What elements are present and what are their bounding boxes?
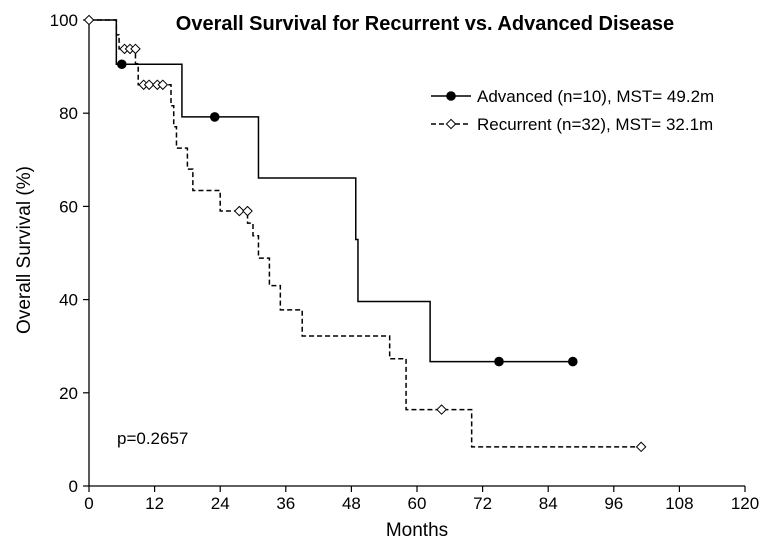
censor-marker <box>635 441 647 453</box>
censor-marker <box>242 205 253 217</box>
series-advanced <box>89 19 578 367</box>
censor-marker <box>445 118 457 130</box>
censor-marker <box>130 43 141 55</box>
x-tick-label: 84 <box>539 494 558 513</box>
series-line <box>89 19 573 363</box>
censor-marker <box>494 356 504 367</box>
y-tick-label: 100 <box>50 11 78 30</box>
x-tick-label: 120 <box>731 494 759 513</box>
legend-label: Recurrent (n=32), MST= 32.1m <box>477 115 713 134</box>
censor-marker <box>568 356 578 367</box>
x-axis-label: Months <box>386 520 448 541</box>
y-tick-label: 40 <box>59 291 78 310</box>
p-value-annotation: p=0.2657 <box>117 429 188 448</box>
y-axis-label: Overall Survival (%) <box>14 166 35 334</box>
censor-marker <box>209 112 220 122</box>
censor-marker <box>157 79 169 91</box>
x-tick-label: 96 <box>604 494 623 513</box>
chart-title: Overall Survival for Recurrent vs. Advan… <box>176 13 674 35</box>
y-tick-label: 20 <box>59 384 78 403</box>
x-tick-label: 108 <box>665 494 693 513</box>
axes: 0 12 24 36 48 60 72 84 96 108 120 0 20 40 60 80 100 <box>50 11 760 513</box>
x-tick-label: 36 <box>276 494 295 513</box>
series-layer <box>83 14 647 453</box>
legend-label: Advanced (n=10), MST= 49.2m <box>477 87 714 106</box>
x-tick-label: 60 <box>408 494 427 513</box>
x-tick-label: 12 <box>145 494 164 513</box>
series-recurrent <box>83 14 647 453</box>
legend: Advanced (n=10), MST= 49.2m Recurrent (n=… <box>431 87 714 134</box>
x-tick-label: 24 <box>211 494 230 513</box>
series-line <box>89 19 642 448</box>
censor-marker <box>446 91 456 101</box>
x-tick-label: 0 <box>84 494 93 513</box>
censor-marker <box>436 404 447 415</box>
x-tick-label: 72 <box>473 494 492 513</box>
y-tick-label: 60 <box>59 197 78 216</box>
y-tick-label: 80 <box>59 104 78 123</box>
censor-marker <box>143 79 155 91</box>
censor-marker <box>234 205 245 217</box>
censor-marker <box>83 14 95 26</box>
x-tick-label: 48 <box>342 494 361 513</box>
y-tick-label: 0 <box>69 477 78 496</box>
censor-marker <box>117 59 127 70</box>
